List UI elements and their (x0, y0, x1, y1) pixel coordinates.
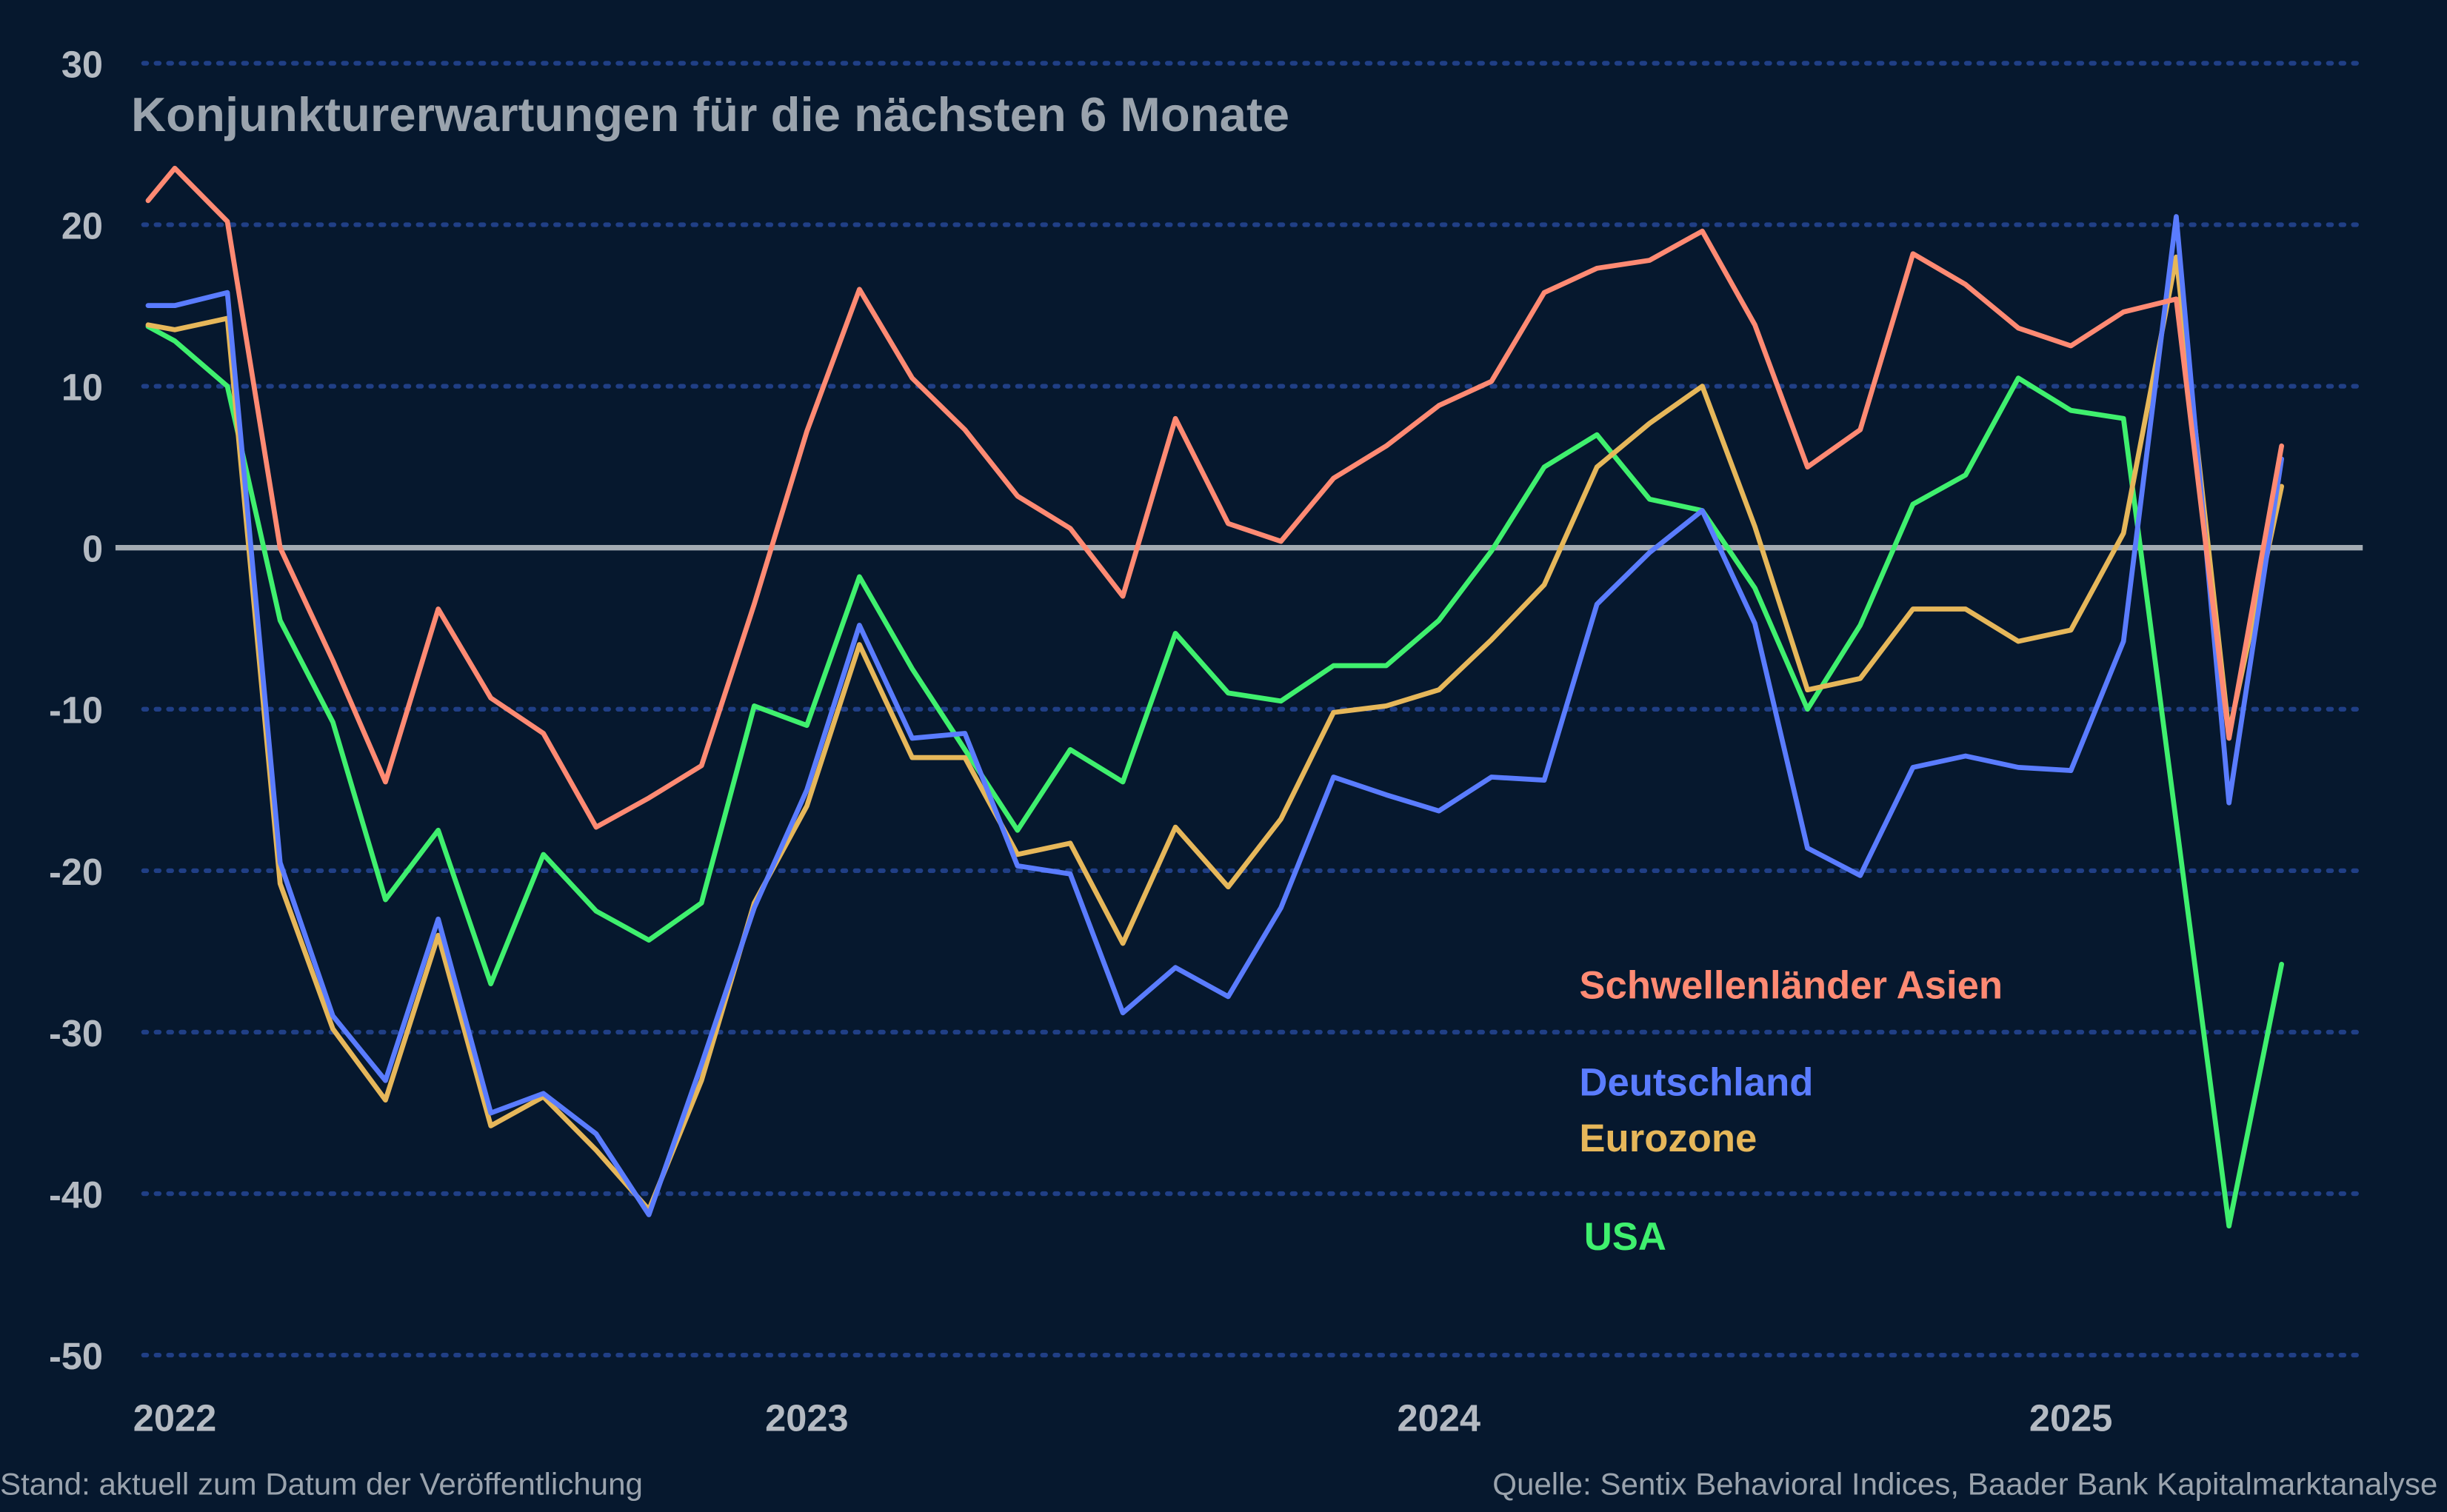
y-tick-label: -10 (49, 689, 103, 732)
legend-label: Schwellenländer Asien (1579, 964, 2003, 1008)
legend-label: USA (1584, 1215, 1666, 1259)
series-line-schwellenl-nder-asien (145, 165, 2285, 830)
y-tick-label: -30 (49, 1012, 103, 1054)
series-lines (145, 165, 2285, 1229)
series-line-usa (145, 324, 2285, 1229)
y-tick-label: -40 (49, 1174, 103, 1216)
footer-note: Stand: aktuell zum Datum der Veröffentli… (0, 1467, 643, 1502)
x-tick-label: 2025 (2029, 1396, 2112, 1439)
y-tick-label: 0 (82, 528, 103, 570)
legend-label: Deutschland (1579, 1060, 1813, 1104)
legend-label: Eurozone (1579, 1117, 1757, 1160)
footer-source: Quelle: Sentix Behavioral Indices, Baade… (1492, 1467, 2437, 1502)
x-tick-label: 2022 (133, 1396, 216, 1439)
y-tick-label: 20 (61, 204, 103, 247)
series-line-deutschland (145, 214, 2285, 1217)
y-tick-label: -20 (49, 851, 103, 893)
legend: Schwellenländer Asien Deutschland Eurozone… (1579, 964, 2003, 1259)
y-tick-label: 10 (61, 367, 103, 409)
y-axis-ticks: 30 20 10 0 -10 -20 -30 -40 -50 (49, 43, 103, 1377)
x-tick-label: 2024 (1398, 1396, 1480, 1439)
y-tick-label: 30 (61, 43, 103, 85)
y-tick-label: -50 (49, 1335, 103, 1377)
chart-title: Konjunkturerwartungen für die nächsten 6… (131, 87, 1289, 141)
series-line-eurozone (145, 254, 2285, 1213)
x-tick-label: 2023 (765, 1396, 848, 1439)
x-axis-ticks: 2022 2023 2024 2025 (133, 1396, 2113, 1439)
